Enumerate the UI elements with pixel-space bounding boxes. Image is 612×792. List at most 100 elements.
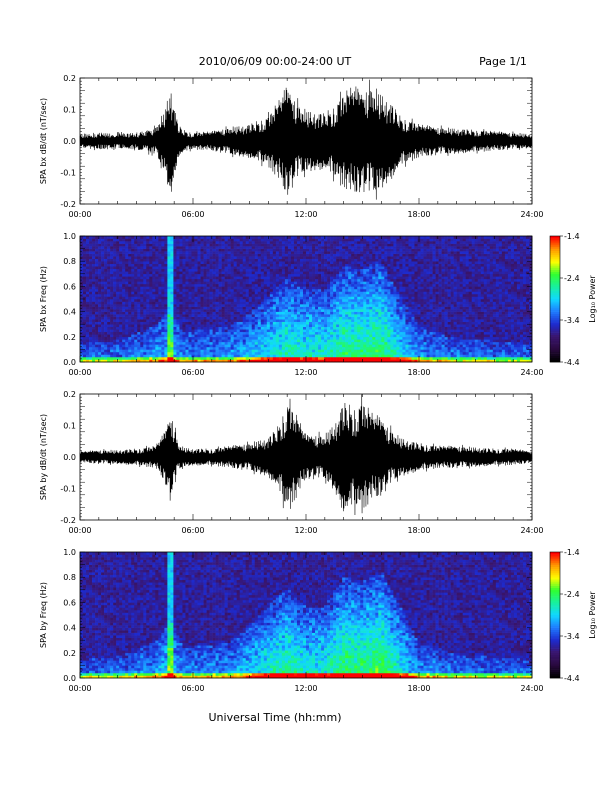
spectrogram-cell (206, 304, 210, 307)
spectrogram-cell (92, 311, 96, 315)
spectrogram-cell (345, 276, 349, 280)
spectrogram-cell (369, 278, 373, 282)
spectrogram-cell (281, 316, 286, 320)
spectrogram-cell (164, 319, 168, 322)
spectrogram-cell (342, 283, 346, 287)
spectrogram-cell (287, 299, 292, 302)
spectrogram-cell (260, 319, 265, 322)
spectrogram-cell (248, 336, 253, 340)
spectrogram-cell (357, 268, 361, 272)
spectrogram-cell (236, 334, 240, 338)
spectrogram-cell (95, 306, 99, 310)
spectrogram-cell (248, 301, 253, 305)
spectrogram-cell (83, 354, 87, 358)
spectrogram-cell (125, 356, 129, 360)
spectrogram-cell (164, 251, 168, 254)
spectrogram-cell (122, 314, 126, 317)
spectrogram-cell (309, 339, 313, 343)
spectrogram-cell (254, 248, 259, 252)
spectrogram-cell (179, 251, 183, 254)
spectrogram-cell (110, 359, 114, 363)
spectrogram-cell (236, 241, 240, 244)
spectrogram-cell (342, 309, 346, 312)
spectrogram-cell (182, 334, 186, 338)
spectrogram-cell (209, 261, 213, 265)
spectrogram-cell (284, 336, 289, 340)
spectrogram-cell (321, 321, 325, 325)
spectrogram-cell (309, 291, 313, 295)
spectrogram-cell (324, 359, 328, 363)
spectrogram-cell (212, 309, 216, 312)
spectrogram-cell (296, 356, 301, 360)
spectrogram-cell (134, 309, 138, 312)
spectrogram-cell (98, 266, 102, 270)
spectrogram-cell (309, 321, 313, 325)
spectrogram-cell (110, 268, 114, 272)
spectrogram-cell (176, 344, 180, 348)
spectrogram-cell (185, 324, 189, 328)
spectrogram-cell (188, 351, 192, 355)
spectrogram-cell (137, 238, 141, 242)
spectrogram-cell (281, 253, 286, 257)
spectrogram-cell (299, 261, 304, 265)
spectrogram-cell (299, 324, 304, 328)
spectrogram-cell (324, 251, 328, 254)
spectrogram-cell (348, 336, 352, 340)
spectrogram-cell (98, 329, 102, 333)
spectrogram-cell (318, 261, 322, 265)
spectrogram-cell (306, 268, 310, 272)
spectrogram-cell (179, 356, 183, 360)
spectrogram-cell (113, 299, 117, 302)
spectrogram-cell (342, 293, 346, 297)
spectrogram-cell (185, 334, 189, 338)
spectrogram-cell (209, 243, 213, 247)
spectrogram-cell (80, 301, 84, 305)
spectrogram-cell (275, 281, 280, 285)
spectrogram-cell (122, 276, 126, 280)
spectrogram-cell (354, 248, 358, 252)
spectrogram-cell (194, 309, 198, 312)
spectrogram-cell (221, 329, 225, 333)
spectrogram-cell (236, 266, 240, 270)
spectrogram-cell (239, 311, 244, 315)
spectrogram-cell (233, 336, 237, 340)
spectrogram-cell (125, 261, 129, 265)
spectrogram-cell (248, 283, 253, 287)
spectrogram-cell (233, 273, 237, 277)
spectrogram-cell (197, 334, 201, 338)
spectrogram-cell (287, 311, 292, 315)
spectrogram-cell (170, 334, 174, 338)
spectrogram-cell (242, 248, 247, 252)
spectrogram-cell (263, 359, 268, 363)
spectrogram-cell (342, 314, 346, 317)
spectrogram-cell (152, 351, 156, 355)
spectrogram-cell (263, 334, 268, 338)
spectrogram-cell (110, 341, 114, 345)
spectrogram-cell (309, 268, 313, 272)
spectrogram-cell (266, 326, 271, 330)
spectrogram-cell (110, 261, 114, 265)
spectrogram-cell (309, 329, 313, 333)
spectrogram-cell (333, 258, 337, 262)
spectrogram-cell (95, 356, 99, 360)
spectrogram-cell (116, 293, 120, 297)
spectrogram-cell (200, 253, 204, 257)
spectrogram-cell (119, 243, 123, 247)
spectrogram-cell (309, 341, 313, 345)
spectrogram-cell (284, 359, 289, 363)
spectrogram-cell (266, 319, 271, 322)
spectrogram-cell (254, 304, 259, 307)
spectrogram-cell (351, 276, 355, 280)
spectrogram-cell (233, 301, 237, 305)
spectrogram-cell (278, 309, 283, 312)
spectrogram-cell (200, 309, 204, 312)
spectrogram-cell (245, 291, 250, 295)
spectrogram-cell (239, 331, 244, 335)
spectrogram-cell (119, 321, 123, 325)
spectrogram-cell (197, 319, 201, 322)
spectrogram-cell (86, 341, 90, 345)
spectrogram-cell (206, 278, 210, 282)
spectrogram-cell (330, 236, 334, 239)
spectrogram-cell (179, 248, 183, 252)
spectrogram-cell (366, 316, 370, 320)
